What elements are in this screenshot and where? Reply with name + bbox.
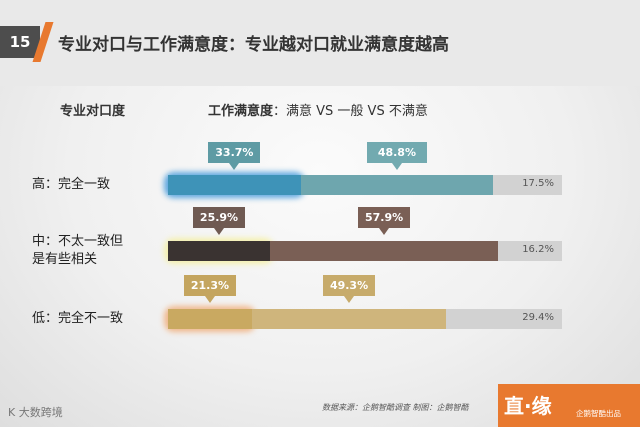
source-note: 数据来源：企鹅智酷调查 制图：企鹅智酷 — [322, 403, 469, 412]
page-title: 专业对口与工作满意度：专业越对口就业满意度越高 — [58, 35, 449, 55]
satisfaction-rest: ：满意 VS 一般 VS 不满意 — [273, 104, 428, 119]
data-label-high-dissatisfied: 17.5% — [522, 178, 554, 189]
bar-segment-low-dissatisfied: 29.4% — [446, 309, 562, 329]
column-label-satisfaction: 工作满意度：满意 VS 一般 VS 不满意 — [208, 100, 428, 119]
watermark: K 大数跨境 — [8, 406, 63, 419]
bar-segment-medium-neutral — [270, 241, 499, 261]
brand-tag: 企鹅智酷出品 — [576, 409, 621, 418]
data-label-medium-dissatisfied: 16.2% — [522, 244, 554, 255]
category-label-medium: 中：不太一致但是有些相关 — [32, 234, 124, 267]
column-label-major-match: 专业对口度 — [60, 104, 126, 119]
data-label-low-satisfied: 21.3% — [183, 275, 236, 303]
bar-segment-medium-satisfied — [168, 241, 271, 261]
satisfaction-bold: 工作满意度 — [208, 104, 274, 119]
bar-row-medium: 16.2% — [168, 241, 562, 261]
data-label-medium-neutral: 57.9% — [358, 207, 411, 235]
bar-segment-high-satisfied — [168, 175, 301, 195]
data-label-high-satisfied: 33.7% — [208, 142, 261, 170]
data-label-high-neutral: 48.8% — [366, 142, 427, 170]
slide-number: 15 — [0, 26, 40, 58]
category-label-low: 低：完全不一致 — [32, 311, 124, 326]
bar-row-high: 17.5% — [168, 175, 562, 195]
data-label-medium-satisfied: 25.9% — [193, 207, 246, 235]
bar-segment-medium-dissatisfied: 16.2% — [498, 241, 562, 261]
bar-segment-high-dissatisfied: 17.5% — [493, 175, 562, 195]
data-label-low-dissatisfied: 29.4% — [522, 312, 554, 323]
brand-logo: 直·缘 — [504, 394, 552, 418]
header-band — [0, 0, 640, 86]
brand-block: 直·缘 企鹅智酷出品 — [498, 384, 640, 427]
category-label-high: 高：完全一致 — [32, 177, 111, 192]
bar-segment-high-neutral — [300, 175, 494, 195]
bar-segment-low-satisfied — [168, 309, 252, 329]
data-label-low-neutral: 49.3% — [323, 275, 376, 303]
bar-row-low: 29.4% — [168, 309, 562, 329]
bar-segment-low-neutral — [251, 309, 447, 329]
